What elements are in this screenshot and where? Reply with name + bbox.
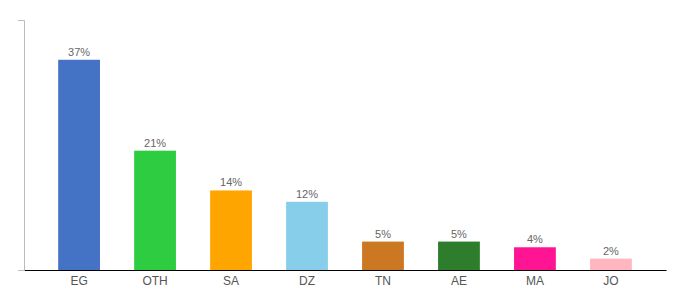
- data-label: 5%: [451, 228, 467, 240]
- data-label: 12%: [296, 188, 318, 200]
- bar: [210, 190, 252, 270]
- x-tick: AE: [451, 270, 467, 288]
- x-tick-label: JO: [603, 274, 618, 288]
- bar: [590, 259, 632, 270]
- x-tick-label: SA: [223, 274, 239, 288]
- bar: [134, 151, 176, 270]
- x-tick: MA: [526, 270, 544, 288]
- x-tick-label: TN: [375, 274, 391, 288]
- x-tick-label: AE: [451, 274, 467, 288]
- bars: [58, 60, 632, 270]
- x-tick: EG: [70, 270, 87, 288]
- data-label: 2%: [603, 245, 619, 257]
- x-tick: JO: [603, 270, 618, 288]
- bar: [438, 242, 480, 270]
- x-axis-line: [25, 270, 667, 271]
- data-label: 5%: [375, 228, 391, 240]
- data-label: 21%: [144, 137, 166, 149]
- bar: [362, 242, 404, 270]
- data-label: 14%: [220, 176, 242, 188]
- x-tick-label: EG: [70, 274, 87, 288]
- chart: 37% 21% 14% 12% 5% 5% 4% 2% EG OTH SA DZ TN AE MA JO: [0, 0, 680, 300]
- bar: [514, 247, 556, 270]
- data-label: 37%: [68, 46, 90, 58]
- x-tick: DZ: [299, 270, 315, 288]
- x-tick: OTH: [142, 270, 167, 288]
- x-tick: SA: [223, 270, 239, 288]
- plot: 37% 21% 14% 12% 5% 5% 4% 2% EG OTH SA DZ TN AE MA JO: [18, 21, 667, 288]
- x-tick: TN: [375, 270, 391, 288]
- y-axis-line: [18, 21, 25, 271]
- data-labels: 37% 21% 14% 12% 5% 5% 4% 2%: [68, 46, 619, 257]
- data-label: 4%: [527, 233, 543, 245]
- x-tick-label: MA: [526, 274, 544, 288]
- bar: [286, 202, 328, 270]
- bar: [58, 60, 100, 270]
- x-tick-label: OTH: [142, 274, 167, 288]
- x-axis: EG OTH SA DZ TN AE MA JO: [25, 270, 667, 288]
- x-tick-label: DZ: [299, 274, 315, 288]
- y-axis: [18, 21, 25, 271]
